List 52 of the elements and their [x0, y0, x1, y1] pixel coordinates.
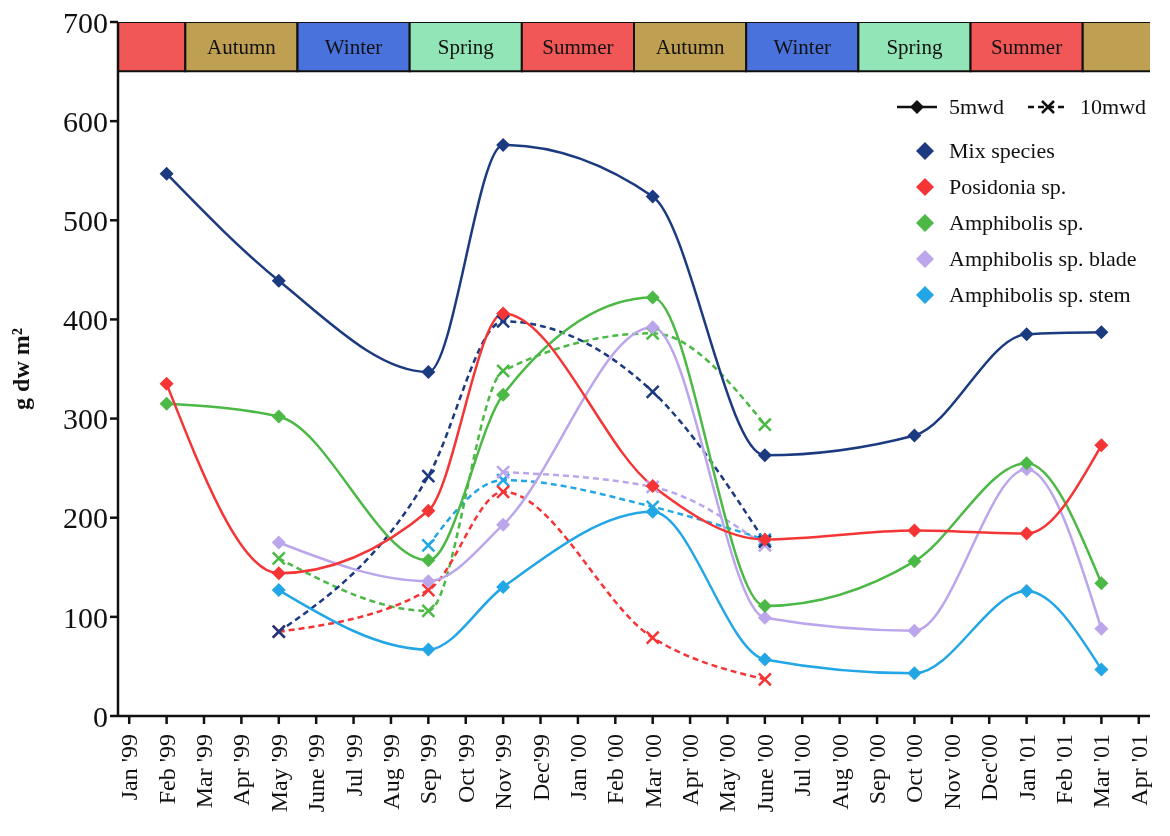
- x-tick-label: Jan '01: [1013, 734, 1040, 801]
- annotation: 10mwd: [1080, 94, 1146, 120]
- band-label: Spring: [437, 34, 495, 59]
- x-tick-label: May '00: [714, 734, 741, 813]
- y-axis-title: g dw m²: [7, 328, 34, 410]
- x-tick-label: June '99: [303, 734, 330, 813]
- band-label: Autumn: [206, 34, 277, 59]
- x-tick-label: Feb '99: [153, 734, 180, 805]
- x-tick-label: Apr '99: [228, 734, 255, 806]
- legend-label: Posidonia sp.: [949, 174, 1067, 200]
- x-tick-label: Dec'99: [527, 734, 554, 801]
- y-tick-label: 300: [63, 402, 108, 436]
- x-tick-label: Apr '00: [677, 734, 704, 806]
- y-tick-label: 500: [63, 203, 108, 237]
- x-tick-label: Aug '00: [826, 734, 853, 810]
- x-tick-label: Mar '99: [191, 734, 217, 809]
- x-tick-label: Aug '99: [377, 734, 404, 810]
- x-tick-label: Sep '99: [415, 734, 442, 805]
- legend-label: Amphibolis sp. blade: [949, 246, 1137, 272]
- x-tick-label: Mar '01: [1088, 734, 1115, 809]
- y-tick-label: 100: [63, 600, 108, 634]
- legend-label: Amphibolis sp. stem: [949, 282, 1131, 308]
- band-label: Spring: [886, 34, 943, 59]
- x-tick-label: Apr '01: [1125, 734, 1152, 806]
- x-tick-label: Oct '99: [452, 734, 479, 803]
- x-tick-label: Jul '00: [789, 734, 816, 797]
- x-tick-label: Jul '99: [340, 734, 367, 797]
- y-tick-label: 700: [63, 5, 108, 39]
- y-tick-label: 600: [63, 104, 108, 138]
- x-tick-label: Dec'00: [976, 734, 1003, 801]
- band-label: Winter: [324, 34, 383, 59]
- x-tick-label: Oct '00: [901, 734, 928, 803]
- x-tick-label: Jan '00: [564, 734, 591, 801]
- x-tick-label: Feb '01: [1051, 734, 1077, 805]
- x-tick-label: Nov '99: [490, 734, 517, 810]
- band-label: Summer: [991, 34, 1063, 59]
- x-tick-label: May '99: [265, 734, 292, 813]
- y-tick-label: 400: [63, 303, 108, 337]
- y-tick-label: 200: [63, 501, 108, 535]
- legend-label: Mix species: [949, 138, 1055, 164]
- x-tick-label: Mar '00: [639, 734, 666, 809]
- x-tick-label: June '00: [751, 734, 778, 813]
- legend-label: Amphibolis sp.: [949, 210, 1084, 236]
- x-tick-label: Sep '00: [864, 734, 891, 805]
- band-label: Autumn: [655, 34, 725, 59]
- band-label: Winter: [773, 34, 831, 59]
- x-tick-label: Jan '99: [116, 734, 143, 801]
- band-label: Summer: [542, 34, 614, 59]
- annotation: 5mwd: [949, 94, 1004, 120]
- y-tick-label: 0: [93, 699, 108, 733]
- x-tick-label: Nov '00: [938, 734, 965, 810]
- x-tick-label: Feb '00: [602, 734, 629, 805]
